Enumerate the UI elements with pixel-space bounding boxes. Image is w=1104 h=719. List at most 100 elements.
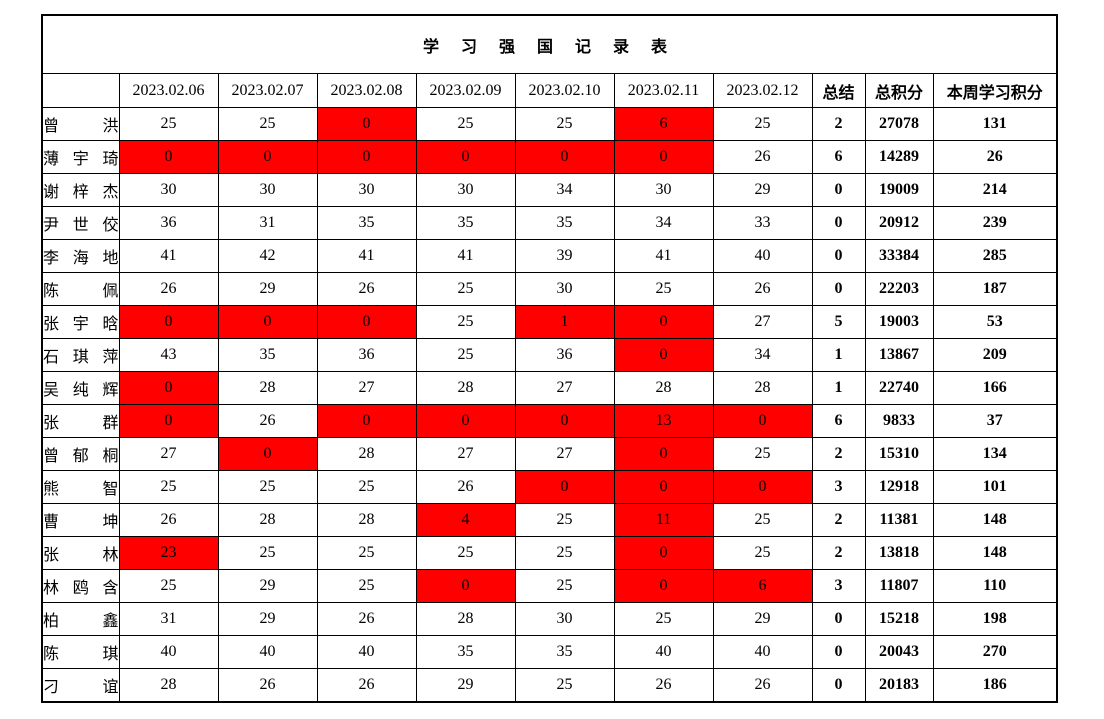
student-name: 吴纯辉 [41,371,120,405]
day-score-cell: 29 [217,272,318,306]
day-score-cell: 43 [118,338,219,372]
week-score-cell: 37 [932,404,1058,438]
summary-count-cell: 3 [811,470,866,504]
week-score-cell: 186 [932,668,1058,702]
day-score-cell: 25 [712,503,813,537]
day-score-cell: 27 [118,437,219,471]
title-row: 学 习 强 国 记 录 表 [41,14,1058,74]
header-row: 2023.02.06 2023.02.07 2023.02.08 2023.02… [41,73,1058,108]
day-score-cell-highlighted: 0 [613,305,714,339]
day-score-cell: 40 [613,635,714,669]
day-score-cell: 26 [415,470,516,504]
day-score-cell: 26 [316,602,417,636]
day-score-cell: 30 [514,602,615,636]
summary-count-cell: 0 [811,635,866,669]
day-score-cell: 34 [514,173,615,207]
day-score-cell: 27 [316,371,417,405]
day-score-cell: 41 [613,239,714,273]
day-score-cell: 25 [316,569,417,603]
table-row: 刁 谊 28 26 26 29 25 26 26 0 20183 186 [41,668,1058,702]
study-record-table: 学 习 强 国 记 录 表 2023.02.06 2023.02.07 2023… [41,14,1058,703]
header-summary-cell: 总结 [811,73,866,108]
record-sheet: 学 习 强 国 记 录 表 2023.02.06 2023.02.07 2023… [41,14,1058,703]
day-score-cell-highlighted: 0 [415,569,516,603]
day-score-cell: 39 [514,239,615,273]
day-score-cell: 41 [118,239,219,273]
day-score-cell: 41 [415,239,516,273]
week-score-cell: 26 [932,140,1058,174]
total-score-cell: 20912 [864,206,934,240]
day-score-cell: 30 [514,272,615,306]
day-score-cell-highlighted: 6 [613,107,714,141]
day-score-cell: 25 [514,569,615,603]
day-score-cell: 26 [217,668,318,702]
day-score-cell-highlighted: 23 [118,536,219,570]
day-score-cell: 25 [514,107,615,141]
total-score-cell: 12918 [864,470,934,504]
week-score-cell: 110 [932,569,1058,603]
day-score-cell: 40 [712,239,813,273]
day-score-cell: 26 [613,668,714,702]
page-title: 学 习 强 国 记 录 表 [41,14,1058,74]
student-name: 曹 坤 [41,503,120,537]
day-score-cell: 36 [118,206,219,240]
total-score-cell: 22740 [864,371,934,405]
total-score-cell: 33384 [864,239,934,273]
day-score-cell: 35 [217,338,318,372]
day-score-cell: 29 [217,602,318,636]
day-score-cell-highlighted: 0 [316,107,417,141]
day-score-cell: 27 [514,371,615,405]
header-date-cell: 2023.02.08 [316,73,417,108]
student-name: 陈 佩 [41,272,120,306]
summary-count-cell: 0 [811,239,866,273]
summary-count-cell: 0 [811,602,866,636]
day-score-cell-highlighted: 0 [712,404,813,438]
week-score-cell: 239 [932,206,1058,240]
day-score-cell: 35 [415,206,516,240]
day-score-cell: 26 [712,272,813,306]
day-score-cell: 25 [712,437,813,471]
student-name: 林鸥含 [41,569,120,603]
day-score-cell-highlighted: 0 [316,404,417,438]
student-name: 熊 智 [41,470,120,504]
day-score-cell: 25 [415,305,516,339]
day-score-cell-highlighted: 0 [415,140,516,174]
student-name: 张宇晗 [41,305,120,339]
summary-count-cell: 5 [811,305,866,339]
total-score-cell: 15218 [864,602,934,636]
day-score-cell: 35 [415,635,516,669]
total-score-cell: 27078 [864,107,934,141]
table-row: 尹世佼 36 31 35 35 35 34 33 0 20912 239 [41,206,1058,240]
day-score-cell: 29 [217,569,318,603]
day-score-cell-highlighted: 0 [514,404,615,438]
summary-count-cell: 0 [811,668,866,702]
day-score-cell: 30 [415,173,516,207]
day-score-cell: 25 [316,470,417,504]
day-score-cell-highlighted: 0 [316,305,417,339]
total-score-cell: 20043 [864,635,934,669]
day-score-cell-highlighted: 0 [712,470,813,504]
table-row: 陈 琪 40 40 40 35 35 40 40 0 20043 270 [41,635,1058,669]
week-score-cell: 101 [932,470,1058,504]
table-row: 吴纯辉 0 28 27 28 27 28 28 1 22740 166 [41,371,1058,405]
day-score-cell-highlighted: 0 [118,371,219,405]
table-row: 张 林 23 25 25 25 25 0 25 2 13818 148 [41,536,1058,570]
total-score-cell: 13867 [864,338,934,372]
day-score-cell: 35 [514,206,615,240]
day-score-cell: 26 [118,272,219,306]
summary-count-cell: 6 [811,404,866,438]
day-score-cell-highlighted: 0 [514,470,615,504]
summary-count-cell: 1 [811,338,866,372]
summary-count-cell: 2 [811,503,866,537]
week-score-cell: 187 [932,272,1058,306]
day-score-cell: 25 [118,470,219,504]
day-score-cell: 25 [712,536,813,570]
table-row: 曾郁桐 27 0 28 27 27 0 25 2 15310 134 [41,437,1058,471]
header-total-cell: 总积分 [864,73,934,108]
day-score-cell: 30 [613,173,714,207]
day-score-cell-highlighted: 0 [415,404,516,438]
header-date-cell: 2023.02.11 [613,73,714,108]
student-name: 石琪萍 [41,338,120,372]
day-score-cell: 25 [415,338,516,372]
week-score-cell: 270 [932,635,1058,669]
